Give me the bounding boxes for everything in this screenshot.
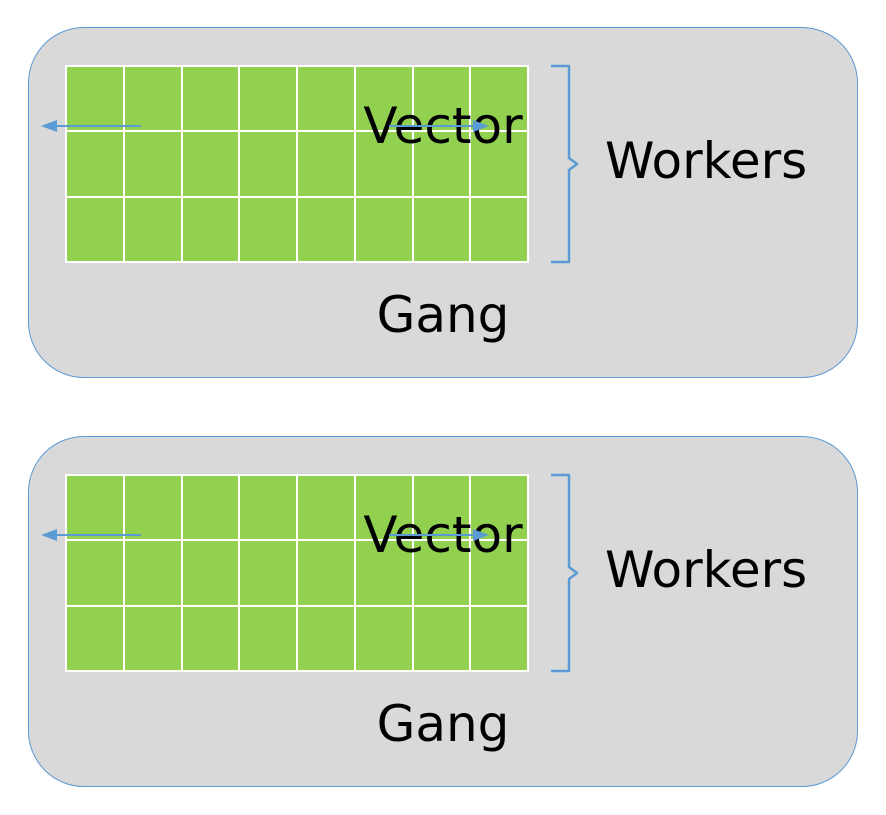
grid-cell	[239, 540, 297, 606]
gang-box-1: Vector Workers Gang	[28, 27, 858, 378]
grid-cell	[239, 196, 297, 262]
grid-cell	[181, 196, 240, 262]
left-arrow-icon	[41, 529, 141, 541]
grid-cell	[66, 131, 124, 197]
gang-label-1: Gang	[376, 286, 510, 344]
grid-cell	[297, 196, 355, 262]
grid-cell	[297, 131, 355, 197]
grid-cell	[470, 605, 528, 671]
grid-cell	[470, 131, 528, 197]
grid-cell	[470, 66, 528, 132]
grid-cell	[181, 605, 240, 671]
grid-cell	[297, 540, 355, 606]
right-brace-icon	[551, 473, 579, 673]
right-brace-icon	[551, 64, 579, 264]
grid-cell	[123, 605, 182, 671]
workers-label-1: Workers	[605, 132, 808, 190]
vector-grid-2	[65, 474, 529, 672]
grid-cell	[412, 196, 471, 262]
grid-cell	[470, 196, 528, 262]
grid-cell	[66, 605, 124, 671]
grid-cell	[354, 540, 413, 606]
grid-cell	[470, 475, 528, 541]
grid-cell	[412, 540, 471, 606]
right-arrow-icon	[389, 529, 489, 541]
grid-cell	[297, 475, 355, 541]
grid-cell	[297, 66, 355, 132]
left-arrow-icon	[41, 120, 141, 132]
grid-cell	[354, 66, 413, 132]
grid-cell	[123, 66, 182, 132]
workers-label-2: Workers	[605, 541, 808, 599]
grid-cell	[123, 131, 182, 197]
grid-cell	[123, 540, 182, 606]
grid-cell	[66, 196, 124, 262]
grid-cell	[412, 131, 471, 197]
grid-cell	[181, 66, 240, 132]
grid-cell	[354, 475, 413, 541]
grid-cell	[239, 475, 297, 541]
grid-cell	[354, 605, 413, 671]
grid-cell	[123, 475, 182, 541]
grid-cell	[412, 66, 471, 132]
vector-grid-1	[65, 65, 529, 263]
grid-cell	[181, 131, 240, 197]
grid-cell	[66, 475, 124, 541]
grid-cell	[354, 196, 413, 262]
grid-cell	[181, 475, 240, 541]
grid-cell	[297, 605, 355, 671]
grid-cell	[239, 605, 297, 671]
grid-cell	[181, 540, 240, 606]
grid-cell	[412, 605, 471, 671]
gang-label-2: Gang	[376, 695, 510, 753]
grid-cell	[66, 66, 124, 132]
grid-cell	[354, 131, 413, 197]
grid-cell	[470, 540, 528, 606]
grid-cell	[412, 475, 471, 541]
grid-cell	[239, 131, 297, 197]
grid-cell	[123, 196, 182, 262]
grid-cell	[239, 66, 297, 132]
gang-box-2: Vector Workers Gang	[28, 436, 858, 787]
right-arrow-icon	[389, 120, 489, 132]
grid-cell	[66, 540, 124, 606]
